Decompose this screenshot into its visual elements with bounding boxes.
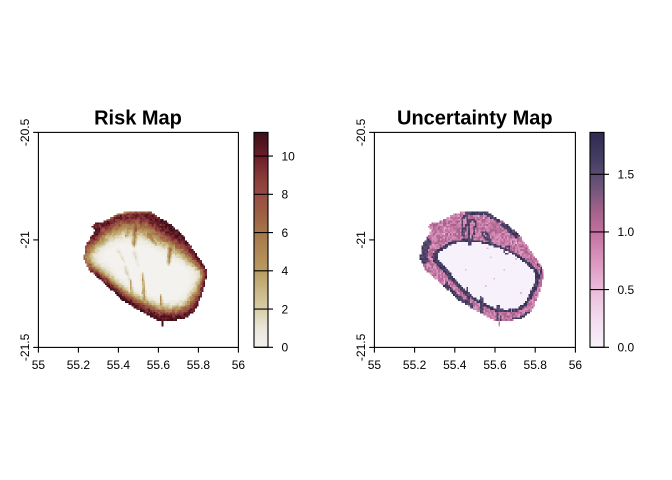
svg-text:55.8: 55.8 — [187, 358, 211, 372]
svg-text:55.2: 55.2 — [403, 358, 427, 372]
svg-text:1.5: 1.5 — [618, 168, 635, 182]
svg-text:56: 56 — [232, 358, 246, 372]
svg-text:8: 8 — [282, 188, 289, 202]
svg-text:6: 6 — [282, 226, 289, 240]
svg-text:55.4: 55.4 — [107, 358, 131, 372]
svg-text:56: 56 — [569, 358, 583, 372]
svg-text:55.6: 55.6 — [147, 358, 171, 372]
svg-text:0.0: 0.0 — [618, 341, 635, 355]
svg-text:55: 55 — [368, 358, 382, 372]
svg-text:0: 0 — [282, 341, 289, 355]
svg-text:-21.5: -21.5 — [354, 333, 368, 361]
svg-text:0.5: 0.5 — [618, 283, 635, 297]
svg-text:55: 55 — [32, 358, 46, 372]
svg-text:10: 10 — [282, 149, 296, 163]
svg-text:55.8: 55.8 — [524, 358, 548, 372]
svg-text:55.2: 55.2 — [67, 358, 91, 372]
svg-text:55.4: 55.4 — [443, 358, 467, 372]
svg-text:-21: -21 — [18, 231, 32, 249]
svg-text:55.6: 55.6 — [483, 358, 507, 372]
svg-text:4: 4 — [282, 264, 289, 278]
svg-text:Uncertainty Map: Uncertainty Map — [397, 108, 553, 130]
svg-text:-21.5: -21.5 — [18, 333, 32, 361]
svg-text:-21: -21 — [354, 231, 368, 249]
svg-text:2: 2 — [282, 302, 289, 316]
svg-text:-20.5: -20.5 — [354, 118, 368, 146]
svg-text:-20.5: -20.5 — [18, 118, 32, 146]
svg-text:1.0: 1.0 — [618, 225, 635, 239]
svg-text:Risk Map: Risk Map — [94, 108, 182, 130]
